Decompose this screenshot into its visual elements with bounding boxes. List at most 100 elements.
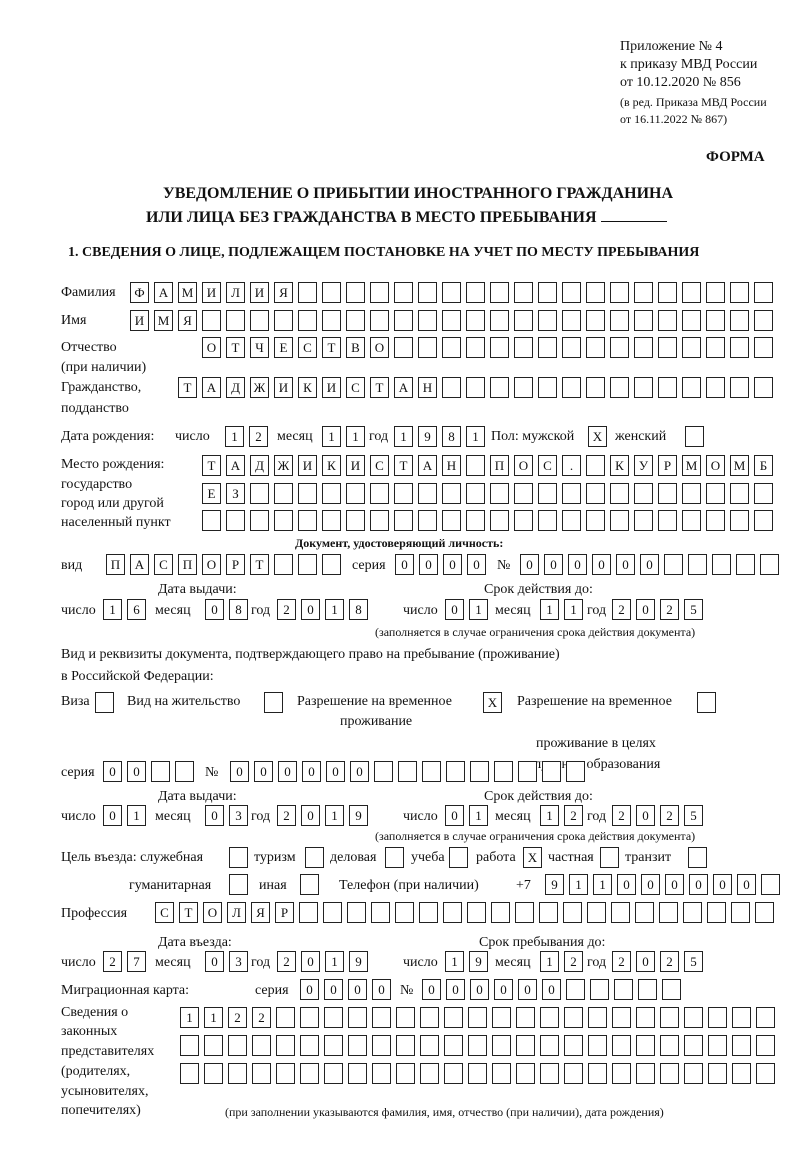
id-kind-cell[interactable]: С [154,554,173,575]
id-issue-month-cell[interactable]: 8 [229,599,248,620]
representatives-line2-cell[interactable] [444,1035,463,1056]
id-valid-year-cell[interactable]: 2 [660,599,679,620]
purpose-transit-checkbox[interactable] [688,847,707,868]
representatives-line2-cell[interactable] [732,1035,751,1056]
surname-cell[interactable]: Я [274,282,293,303]
stay-series-cell[interactable] [175,761,194,782]
birthplace-line3-cell[interactable] [226,510,245,531]
profession-cell[interactable]: Т [179,902,198,923]
phone-cell[interactable]: 0 [713,874,732,895]
profession-cell[interactable] [611,902,630,923]
representatives-line3-cell[interactable] [396,1063,415,1084]
representatives-line2-cell[interactable] [396,1035,415,1056]
representatives-line3-cell[interactable] [660,1063,679,1084]
id-kind-cell[interactable] [298,554,317,575]
patronymic-cell[interactable] [562,337,581,358]
representatives-line1-cell[interactable] [468,1007,487,1028]
profession-cell[interactable] [563,902,582,923]
birthplace-line3-cell[interactable] [610,510,629,531]
migration-number-cell[interactable]: 0 [518,979,537,1000]
birthplace-line2-cell[interactable] [298,483,317,504]
name-cell[interactable] [562,310,581,331]
surname-cell[interactable] [610,282,629,303]
name-cell[interactable] [250,310,269,331]
patronymic-cell[interactable]: Т [322,337,341,358]
surname-cell[interactable] [586,282,605,303]
birth-year-cell[interactable]: 1 [394,426,413,447]
representatives-line3-cell[interactable] [684,1063,703,1084]
patronymic-cell[interactable] [610,337,629,358]
citizenship-cell[interactable] [706,377,725,398]
phone-cell[interactable] [761,874,780,895]
id-number-cell[interactable]: 0 [544,554,563,575]
profession-cell[interactable] [755,902,774,923]
id-kind-cell[interactable] [274,554,293,575]
phone-cell[interactable]: 0 [665,874,684,895]
birthplace-line2-cell[interactable] [586,483,605,504]
stay-series-cell[interactable]: 0 [127,761,146,782]
surname-cell[interactable] [682,282,701,303]
birthplace-line1-cell[interactable] [466,455,485,476]
patronymic-cell[interactable] [442,337,461,358]
representatives-line1-cell[interactable] [516,1007,535,1028]
stay-until-day-cell[interactable]: 9 [469,951,488,972]
patronymic-cell[interactable]: С [298,337,317,358]
representatives-line1-cell[interactable]: 1 [204,1007,223,1028]
birthplace-line1-cell[interactable]: Ж [274,455,293,476]
patronymic-cell[interactable] [682,337,701,358]
profession-cell[interactable] [587,902,606,923]
purpose-work-checkbox[interactable]: X [523,847,542,868]
name-cell[interactable] [394,310,413,331]
birthplace-line3-cell[interactable] [658,510,677,531]
birthplace-line1-cell[interactable]: О [514,455,533,476]
migration-number-cell[interactable]: 0 [494,979,513,1000]
id-issue-day-cell[interactable]: 6 [127,599,146,620]
stay-until-month-cell[interactable]: 1 [540,951,559,972]
representatives-line2-cell[interactable] [492,1035,511,1056]
birthplace-line2-cell[interactable] [562,483,581,504]
name-cell[interactable]: Я [178,310,197,331]
stay-valid-year-cell[interactable]: 0 [636,805,655,826]
patronymic-cell[interactable] [418,337,437,358]
birthplace-line1-cell[interactable]: Н [442,455,461,476]
representatives-line3-cell[interactable] [300,1063,319,1084]
id-number-cell[interactable] [760,554,779,575]
profession-cell[interactable] [491,902,510,923]
citizenship-cell[interactable]: И [322,377,341,398]
birthplace-line2-cell[interactable]: З [226,483,245,504]
surname-cell[interactable]: М [178,282,197,303]
birthplace-line2-cell[interactable] [418,483,437,504]
representatives-line1-cell[interactable] [636,1007,655,1028]
id-kind-cell[interactable]: Т [250,554,269,575]
stay-valid-month-cell[interactable]: 2 [564,805,583,826]
representatives-line1-cell[interactable] [396,1007,415,1028]
surname-cell[interactable] [418,282,437,303]
citizenship-cell[interactable] [730,377,749,398]
citizenship-cell[interactable]: С [346,377,365,398]
birthplace-line1-cell[interactable]: Д [250,455,269,476]
citizenship-cell[interactable]: Т [178,377,197,398]
id-number-cell[interactable] [688,554,707,575]
stay-issue-year-cell[interactable]: 0 [301,805,320,826]
name-cell[interactable] [418,310,437,331]
entry-year-cell[interactable]: 0 [301,951,320,972]
citizenship-cell[interactable] [562,377,581,398]
birthplace-line1-cell[interactable]: И [298,455,317,476]
representatives-line1-cell[interactable] [756,1007,775,1028]
stay-valid-year-cell[interactable]: 2 [660,805,679,826]
id-valid-year-cell[interactable]: 2 [612,599,631,620]
migration-number-cell[interactable] [662,979,681,1000]
birthplace-line1-cell[interactable]: Т [202,455,221,476]
representatives-line3-cell[interactable] [468,1063,487,1084]
id-issue-month-cell[interactable]: 0 [205,599,224,620]
surname-cell[interactable] [322,282,341,303]
representatives-line1-cell[interactable] [684,1007,703,1028]
citizenship-cell[interactable] [514,377,533,398]
birthplace-line2-cell[interactable] [370,483,389,504]
id-valid-day-cell[interactable]: 1 [469,599,488,620]
temporary-residence-checkbox[interactable]: X [483,692,502,713]
birthplace-line3-cell[interactable] [202,510,221,531]
citizenship-cell[interactable] [538,377,557,398]
representatives-line1-cell[interactable]: 2 [252,1007,271,1028]
surname-cell[interactable]: И [250,282,269,303]
